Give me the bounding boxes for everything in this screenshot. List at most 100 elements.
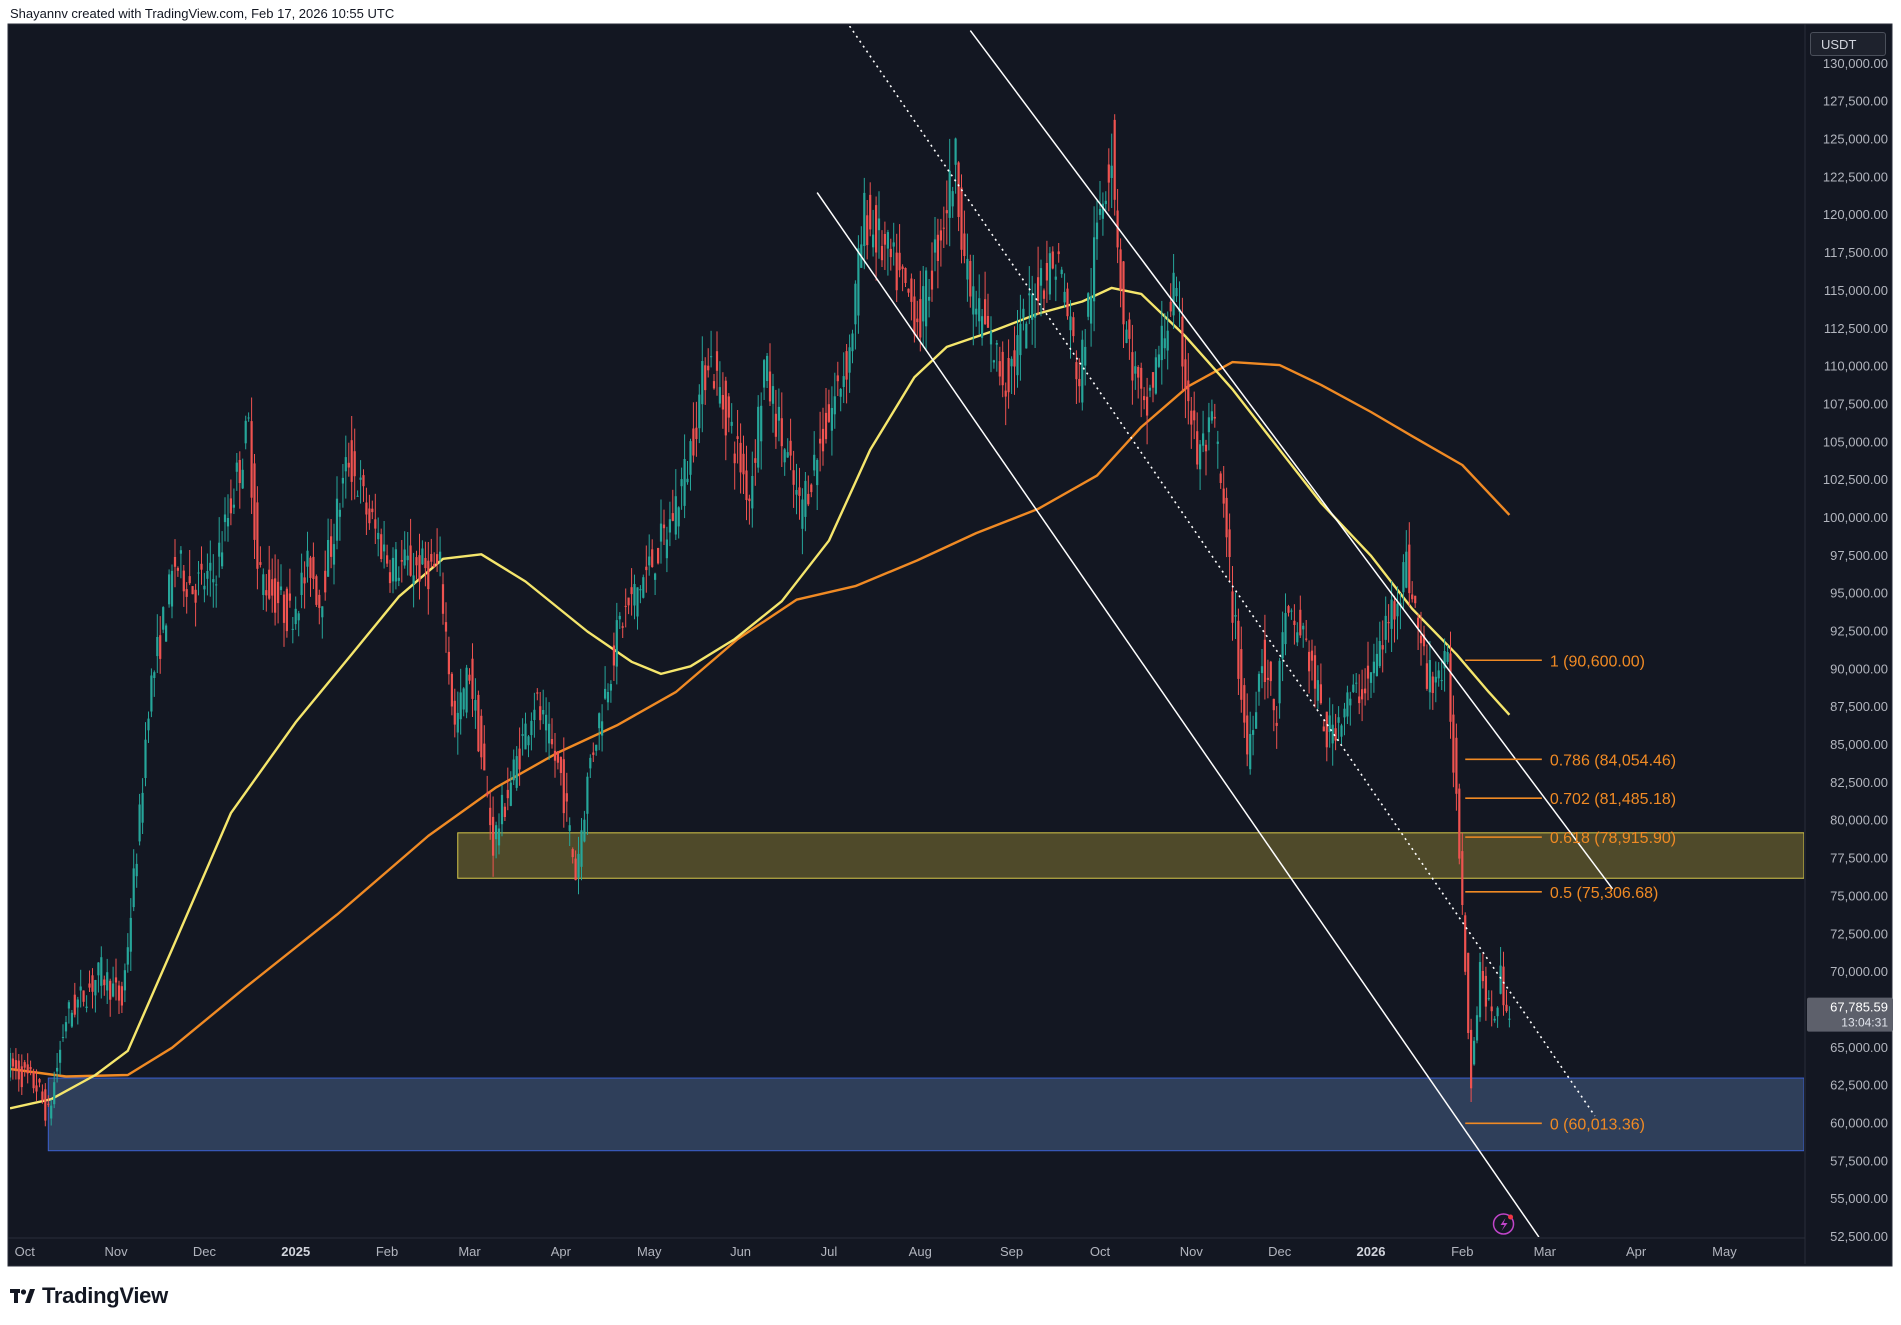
candle [633,584,636,606]
candle [1381,645,1384,650]
candle [1060,269,1063,275]
candle [880,246,884,261]
candle [265,590,268,596]
candle [674,496,677,535]
candle [548,723,551,744]
candle [1260,666,1264,674]
candle [1263,639,1266,682]
fib-level-label: 0.5 (75,306.68) [1550,885,1659,902]
candle [692,428,695,456]
candle [771,386,775,404]
time-tick-label: Feb [376,1244,398,1259]
candle [103,979,106,986]
candle [798,487,801,496]
candle [244,420,247,444]
candle [235,462,238,472]
candle [883,234,886,245]
candle [1358,696,1361,704]
candle [721,395,724,410]
candle [1284,613,1287,645]
candle [1087,293,1090,317]
candle [1128,319,1131,339]
candle [872,234,875,248]
candle [377,532,380,540]
candle [347,462,350,468]
price-tick-label: 125,000.00 [1823,132,1888,147]
candle [556,751,559,763]
candle [1252,730,1255,735]
time-tick-label: 2026 [1357,1244,1386,1259]
candle [1190,410,1193,425]
candle [1039,268,1043,286]
candle [415,557,418,566]
candle [524,723,527,750]
candle [1181,316,1184,367]
candle [574,858,577,881]
candle [97,962,100,976]
candle [353,451,356,477]
candle [1305,638,1308,640]
candle [191,586,194,595]
candle [315,576,318,605]
candle [727,396,730,418]
candle [1196,431,1199,465]
candle [1393,601,1396,620]
candle [388,572,392,584]
candle [1484,975,1487,1007]
tradingview-brand-text: TradingView [42,1283,168,1308]
candle [271,579,274,596]
candle [1051,251,1054,269]
time-tick-label: Dec [193,1244,217,1259]
candle [718,387,721,404]
last-price-badge [1807,997,1893,1032]
currency-selector[interactable]: USDT [1810,32,1886,56]
price-tick-label: 55,000.00 [1830,1191,1888,1206]
candle [285,588,288,632]
candle [218,542,221,557]
candle [88,983,91,988]
candle [733,453,736,464]
candle [954,138,957,165]
candle [64,1022,68,1032]
candle [173,557,177,567]
candle [1081,339,1084,403]
candle [777,406,780,421]
candle [500,794,504,825]
candle [194,589,197,603]
candle [886,232,889,249]
candle [506,789,509,799]
candle [568,825,571,831]
candle [1004,390,1007,397]
candle [1296,632,1299,643]
candle [677,507,680,527]
candle [545,714,548,731]
candle [61,1037,65,1038]
tradingview-logo[interactable]: TradingView [10,1283,168,1309]
tradingview-logo-icon [10,1289,35,1303]
candle [268,569,271,599]
candle [474,700,477,711]
candle [1467,952,1470,1033]
plot-area: 1 (90,600.00) 0.786 (84,054.46) 0.702 (81,… [10,26,1804,1237]
candle [53,1082,56,1105]
candle [135,863,138,877]
candle [571,849,574,858]
candle [456,712,459,733]
time-tick-label: Mar [458,1244,481,1259]
candle [412,575,415,584]
candle [1213,416,1216,419]
time-tick-label: Apr [1626,1244,1647,1259]
candle [374,519,377,529]
candle [819,438,822,444]
candle [877,218,881,231]
candle [1066,288,1069,317]
candle [259,562,262,565]
yellow-zone [457,832,1804,879]
candle [1160,325,1163,361]
candle [76,999,79,1008]
candle [1172,272,1175,316]
candle [23,1062,26,1068]
candle [515,756,518,788]
candle [598,713,601,729]
